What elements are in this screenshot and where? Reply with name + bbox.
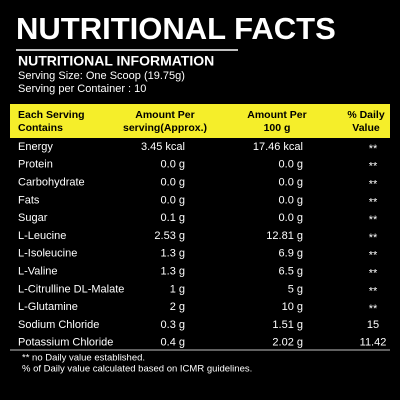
nutrient-value: 6.5 g [279,266,303,278]
nutrient-value: ** [369,161,378,173]
title: NUTRITIONAL FACTS [16,11,336,46]
nutrient-value: 11.42 [360,337,387,349]
nutrient-value: 1.3 g [161,248,185,260]
footnote: ** no Daily value established. [22,353,145,364]
footnote: % of Daily value calculated based on ICM… [22,364,252,375]
nutrient-value: 0.0 g [279,177,303,189]
nutrient-value: ** [369,285,378,297]
nutrient-value: 17.46 kcal [253,141,303,153]
nutrient-name: Energy [18,141,53,153]
column-header: 100 g [264,122,291,134]
nutrient-value: 2.02 g [272,337,303,349]
nutrient-value: ** [369,179,378,191]
column-header: Amount Per [135,109,195,121]
nutrient-value: 10 g [282,301,303,313]
nutrient-value: 2.53 g [154,230,185,242]
nutrient-value: 5 g [288,283,303,295]
nutrient-name: L-Isoleucine [18,248,77,260]
column-header: serving(Approx.) [123,122,207,134]
nutrient-value: 12.81 g [266,230,303,242]
nutrient-value: 6.9 g [279,248,303,260]
nutrient-value: ** [369,250,378,262]
nutrient-value: ** [369,232,378,244]
nutrient-value: 1.3 g [161,266,185,278]
nutrient-name: Sodium Chloride [18,319,99,331]
nutrient-name: L-Valine [18,266,58,278]
nutrient-name: Carbohydrate [18,177,85,189]
nutrient-value: 0.0 g [279,194,303,206]
nutrient-value: 0.0 g [161,159,185,171]
nutrient-name: Fats [18,194,40,206]
nutrient-value: 0.0 g [161,177,185,189]
nutrient-value: 0.4 g [161,337,185,349]
column-header: Amount Per [247,109,307,121]
nutrient-value: ** [369,143,378,155]
column-header: Contains [18,122,63,134]
nutrient-value: 3.45 kcal [141,141,185,153]
nutrient-name: L-Citrulline DL-Malate [18,283,124,295]
nutrient-value: 0.1 g [161,212,185,224]
nutrient-value: 0.0 g [279,212,303,224]
column-header: Value [352,122,380,134]
nutrient-name: L-Glutamine [18,301,78,313]
nutrient-value: 0.0 g [279,159,303,171]
nutrient-value: ** [369,214,378,226]
serving-size: Serving Size: One Scoop (19.75g) [18,70,185,82]
nutrient-value: 1 g [170,283,185,295]
nutrient-name: L-Leucine [18,230,66,242]
nutrient-value: 0.0 g [161,194,185,206]
column-header: Each Serving [18,109,85,121]
nutrient-value: ** [369,268,378,280]
servings-per-container: Serving per Container : 10 [18,83,146,95]
table-header-band [10,104,390,138]
nutrient-value: 2 g [170,301,185,313]
nutrient-name: Sugar [18,212,48,224]
subtitle: NUTRITIONAL INFORMATION [18,53,214,69]
nutrient-value: 15 [367,319,379,331]
column-header: % Daily [347,109,385,121]
nutrient-value: 0.3 g [161,319,185,331]
nutrient-name: Potassium Chloride [18,337,113,349]
nutrient-value: ** [369,303,378,315]
nutrient-name: Protein [18,159,53,171]
nutrient-value: ** [369,196,378,208]
nutrient-value: 1.51 g [272,319,303,331]
